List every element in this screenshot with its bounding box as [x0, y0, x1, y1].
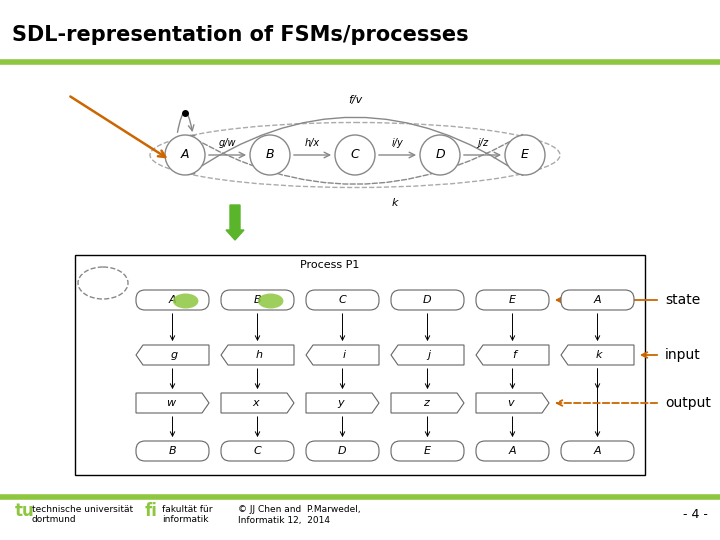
Text: B: B [253, 295, 261, 305]
Polygon shape [476, 345, 549, 365]
FancyArrowPatch shape [178, 112, 194, 132]
Polygon shape [476, 393, 549, 413]
Text: i/y: i/y [392, 138, 403, 148]
FancyBboxPatch shape [476, 441, 549, 461]
Text: k: k [392, 198, 398, 208]
Polygon shape [391, 393, 464, 413]
FancyBboxPatch shape [75, 255, 645, 475]
FancyBboxPatch shape [221, 441, 294, 461]
Text: v: v [508, 398, 514, 408]
FancyBboxPatch shape [136, 441, 209, 461]
Text: SDL-representation of FSMs/processes: SDL-representation of FSMs/processes [12, 25, 469, 45]
Text: Process P1: Process P1 [300, 260, 360, 270]
FancyArrowPatch shape [189, 134, 523, 184]
Polygon shape [221, 345, 294, 365]
Text: A: A [594, 446, 601, 456]
Text: j: j [428, 350, 431, 360]
Text: f: f [513, 350, 516, 360]
Text: x: x [253, 398, 259, 408]
Text: © JJ Chen and  P.Marwedel,: © JJ Chen and P.Marwedel, [238, 504, 361, 514]
Text: g/w: g/w [219, 138, 236, 148]
Text: D: D [338, 446, 347, 456]
Polygon shape [306, 345, 379, 365]
Text: E: E [509, 295, 516, 305]
Text: z: z [423, 398, 428, 408]
Text: h/x: h/x [305, 138, 320, 148]
Text: tu: tu [15, 502, 35, 520]
Text: j/z: j/z [477, 138, 488, 148]
Text: fi: fi [145, 502, 158, 520]
FancyBboxPatch shape [221, 290, 294, 310]
Text: C: C [351, 148, 359, 161]
Text: informatik: informatik [162, 516, 209, 524]
Text: f/v: f/v [348, 95, 362, 105]
Text: Informatik 12,  2014: Informatik 12, 2014 [238, 516, 330, 524]
Circle shape [420, 135, 460, 175]
Text: A: A [181, 148, 189, 161]
Text: E: E [424, 446, 431, 456]
Text: input: input [665, 348, 701, 362]
FancyBboxPatch shape [391, 441, 464, 461]
Polygon shape [221, 393, 294, 413]
Circle shape [335, 135, 375, 175]
Text: B: B [266, 148, 274, 161]
FancyBboxPatch shape [476, 290, 549, 310]
FancyBboxPatch shape [306, 290, 379, 310]
Circle shape [505, 135, 545, 175]
Text: i: i [343, 350, 346, 360]
FancyArrow shape [226, 205, 244, 240]
Text: fakultät für: fakultät für [162, 504, 212, 514]
Polygon shape [391, 345, 464, 365]
Text: D: D [435, 148, 445, 161]
FancyBboxPatch shape [391, 290, 464, 310]
Text: output: output [665, 396, 711, 410]
FancyBboxPatch shape [306, 441, 379, 461]
Text: A: A [509, 446, 516, 456]
Polygon shape [306, 393, 379, 413]
Polygon shape [561, 345, 634, 365]
Text: state: state [665, 293, 701, 307]
FancyArrowPatch shape [189, 117, 523, 176]
Ellipse shape [173, 294, 199, 308]
FancyBboxPatch shape [136, 290, 209, 310]
Circle shape [250, 135, 290, 175]
Circle shape [165, 135, 205, 175]
Text: w: w [166, 398, 175, 408]
Text: dortmund: dortmund [32, 516, 76, 524]
Text: - 4 -: - 4 - [683, 509, 708, 522]
Text: C: C [253, 446, 261, 456]
Text: D: D [423, 295, 432, 305]
Text: technische universität: technische universität [32, 504, 133, 514]
Text: y: y [338, 398, 344, 408]
Ellipse shape [258, 294, 284, 308]
FancyBboxPatch shape [561, 290, 634, 310]
Text: E: E [521, 148, 529, 161]
Text: B: B [168, 446, 176, 456]
Polygon shape [136, 345, 209, 365]
Text: C: C [338, 295, 346, 305]
Text: h: h [256, 350, 263, 360]
Text: A: A [594, 295, 601, 305]
Text: A: A [168, 295, 176, 305]
Text: g: g [171, 350, 178, 360]
Polygon shape [136, 393, 209, 413]
FancyBboxPatch shape [561, 441, 634, 461]
Text: k: k [596, 350, 603, 360]
